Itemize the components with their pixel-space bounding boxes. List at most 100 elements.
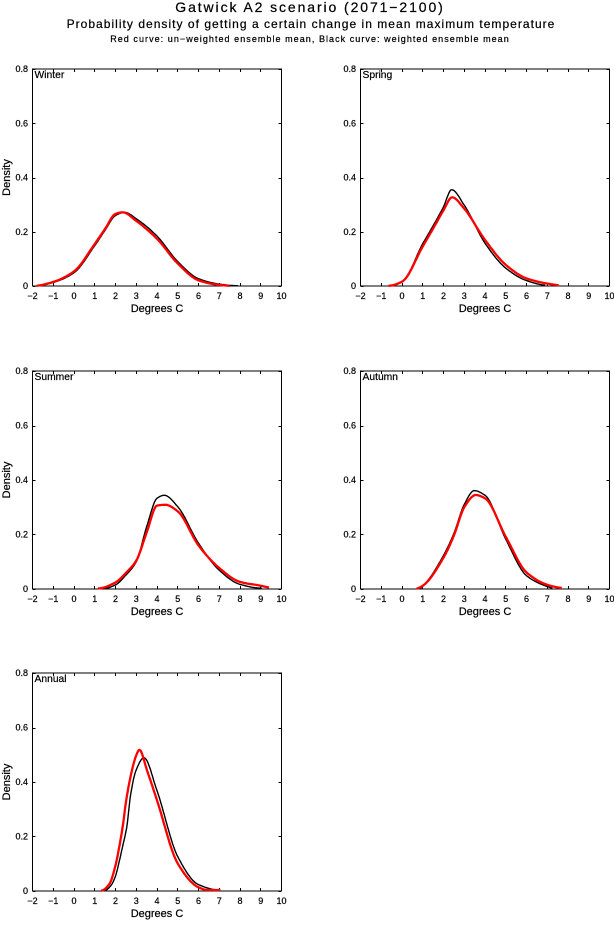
svg-text:0.4: 0.4 [15,475,28,485]
svg-text:7: 7 [545,594,550,604]
svg-text:1: 1 [92,291,97,301]
svg-text:0.6: 0.6 [15,118,28,128]
svg-text:Autumn: Autumn [363,372,399,383]
svg-text:8: 8 [237,291,242,301]
svg-text:9: 9 [258,594,263,604]
svg-text:7: 7 [217,896,222,906]
svg-text:−1: −1 [48,896,58,906]
svg-text:8: 8 [237,594,242,604]
svg-text:10: 10 [276,896,286,906]
svg-text:3: 3 [134,896,139,906]
svg-text:2: 2 [441,594,446,604]
svg-text:−2: −2 [27,291,37,301]
svg-text:0.2: 0.2 [343,530,356,540]
svg-text:Spring: Spring [363,70,393,81]
svg-text:5: 5 [175,594,180,604]
svg-text:10: 10 [604,291,614,301]
svg-text:Degrees C: Degrees C [131,908,184,920]
svg-text:0.8: 0.8 [343,366,356,376]
svg-text:6: 6 [196,291,201,301]
svg-text:7: 7 [545,291,550,301]
svg-text:10: 10 [276,291,286,301]
svg-text:0.2: 0.2 [15,530,28,540]
svg-text:0.6: 0.6 [15,723,28,733]
svg-text:9: 9 [586,594,591,604]
svg-text:−2: −2 [27,896,37,906]
svg-text:0.6: 0.6 [343,421,356,431]
svg-text:0.2: 0.2 [15,832,28,842]
svg-text:4: 4 [482,291,487,301]
svg-text:0.6: 0.6 [343,118,356,128]
svg-text:0: 0 [351,281,356,291]
svg-text:Red curve: un−weighted ensembl: Red curve: un−weighted ensemble mean, Bl… [110,34,510,44]
svg-text:1: 1 [92,896,97,906]
svg-text:0: 0 [399,594,404,604]
svg-text:10: 10 [276,594,286,604]
svg-text:6: 6 [524,594,529,604]
svg-text:Density: Density [1,461,13,498]
svg-text:Annual: Annual [35,674,67,685]
svg-text:0.8: 0.8 [15,366,28,376]
svg-text:9: 9 [258,896,263,906]
svg-text:2: 2 [113,291,118,301]
svg-text:4: 4 [482,594,487,604]
svg-text:Density: Density [1,763,13,800]
svg-text:Summer: Summer [35,372,74,383]
svg-text:0.4: 0.4 [15,173,28,183]
svg-text:0.4: 0.4 [343,173,356,183]
svg-text:−1: −1 [376,291,386,301]
svg-text:−2: −2 [355,291,365,301]
svg-text:8: 8 [565,594,570,604]
svg-text:Probability density of getting: Probability density of getting a certain… [67,17,556,31]
svg-text:0: 0 [399,291,404,301]
svg-text:Degrees C: Degrees C [459,303,512,315]
svg-text:6: 6 [524,291,529,301]
svg-text:3: 3 [462,291,467,301]
svg-text:4: 4 [154,291,159,301]
svg-text:−1: −1 [376,594,386,604]
svg-text:9: 9 [258,291,263,301]
svg-text:7: 7 [217,291,222,301]
svg-text:0: 0 [23,584,28,594]
svg-text:Density: Density [1,159,13,196]
svg-text:0.2: 0.2 [15,227,28,237]
svg-text:Degrees C: Degrees C [459,606,512,618]
svg-text:0.2: 0.2 [343,227,356,237]
svg-text:5: 5 [503,594,508,604]
svg-text:5: 5 [175,896,180,906]
svg-text:1: 1 [420,291,425,301]
svg-text:−2: −2 [355,594,365,604]
svg-text:−1: −1 [48,291,58,301]
svg-text:−2: −2 [27,594,37,604]
svg-text:4: 4 [154,896,159,906]
svg-text:8: 8 [237,896,242,906]
svg-text:2: 2 [113,896,118,906]
svg-text:3: 3 [134,291,139,301]
svg-text:7: 7 [217,594,222,604]
svg-text:Gatwick A2 scenario (2071−2100: Gatwick A2 scenario (2071−2100) [175,0,444,15]
svg-text:6: 6 [196,594,201,604]
svg-text:Winter: Winter [35,70,65,81]
svg-text:9: 9 [586,291,591,301]
svg-text:8: 8 [565,291,570,301]
svg-text:4: 4 [154,594,159,604]
svg-text:5: 5 [503,291,508,301]
svg-text:0.4: 0.4 [343,475,356,485]
svg-text:0.6: 0.6 [15,421,28,431]
svg-text:0: 0 [71,594,76,604]
svg-text:10: 10 [604,594,614,604]
svg-text:0: 0 [351,584,356,594]
svg-text:0.8: 0.8 [15,668,28,678]
svg-text:5: 5 [175,291,180,301]
svg-text:Degrees C: Degrees C [131,606,184,618]
svg-text:0.8: 0.8 [343,64,356,74]
svg-text:3: 3 [134,594,139,604]
svg-text:Degrees C: Degrees C [131,303,184,315]
svg-text:0: 0 [23,886,28,896]
svg-text:2: 2 [113,594,118,604]
svg-text:0: 0 [71,291,76,301]
svg-text:0.4: 0.4 [15,777,28,787]
svg-text:0: 0 [23,281,28,291]
svg-text:3: 3 [462,594,467,604]
svg-text:6: 6 [196,896,201,906]
